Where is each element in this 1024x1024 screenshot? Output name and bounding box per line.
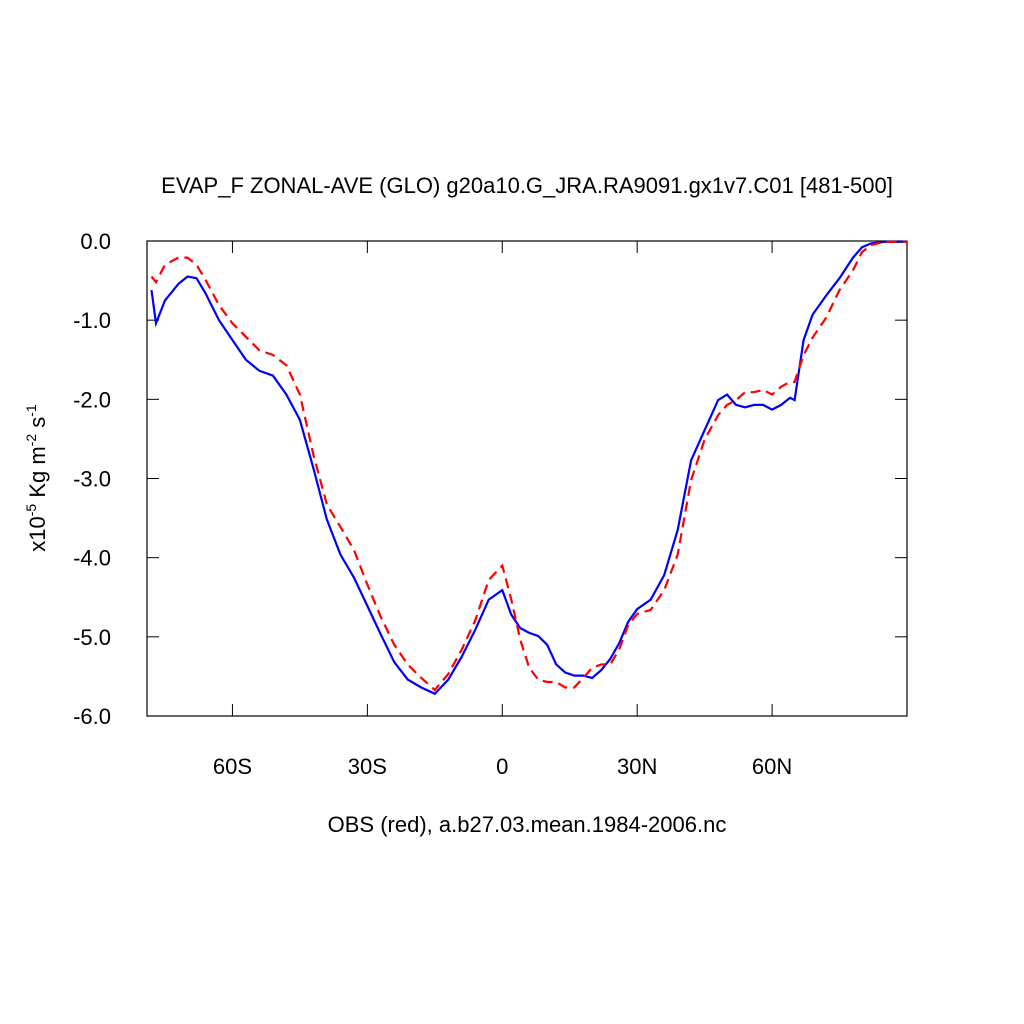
y-tick-label: -6.0 — [73, 704, 111, 729]
chart-title: EVAP_F ZONAL-AVE (GLO) g20a10.G_JRA.RA90… — [161, 173, 893, 198]
x-tick-label: 60S — [213, 754, 252, 779]
y-tick-label: -5.0 — [73, 625, 111, 650]
y-label-superscript: -5 — [23, 504, 39, 517]
y-label-part: s — [25, 417, 50, 434]
y-label-superscript: -1 — [23, 404, 39, 417]
y-tick-label: -3.0 — [73, 467, 111, 492]
x-axis-label: OBS (red), a.b27.03.mean.1984-2006.nc — [328, 812, 727, 837]
x-tick-label: 30S — [348, 754, 387, 779]
y-label-superscript: -2 — [23, 434, 39, 447]
x-tick-label: 30N — [617, 754, 657, 779]
series-line — [150, 240, 907, 696]
x-tick-label: 60N — [752, 754, 792, 779]
plot-frame — [146, 240, 908, 717]
y-label-part: Kg m — [25, 446, 50, 503]
y-tick-label: -4.0 — [73, 546, 111, 571]
y-tick-label: -2.0 — [73, 387, 111, 412]
series-line — [150, 240, 907, 692]
y-tick-label: 0.0 — [80, 229, 111, 254]
y-tick-label: -1.0 — [73, 308, 111, 333]
x-tick-label: 0 — [496, 754, 508, 779]
y-label-part: x10 — [25, 516, 50, 551]
y-axis-label: x10-5 Kg m-2 s-1 — [23, 404, 50, 552]
